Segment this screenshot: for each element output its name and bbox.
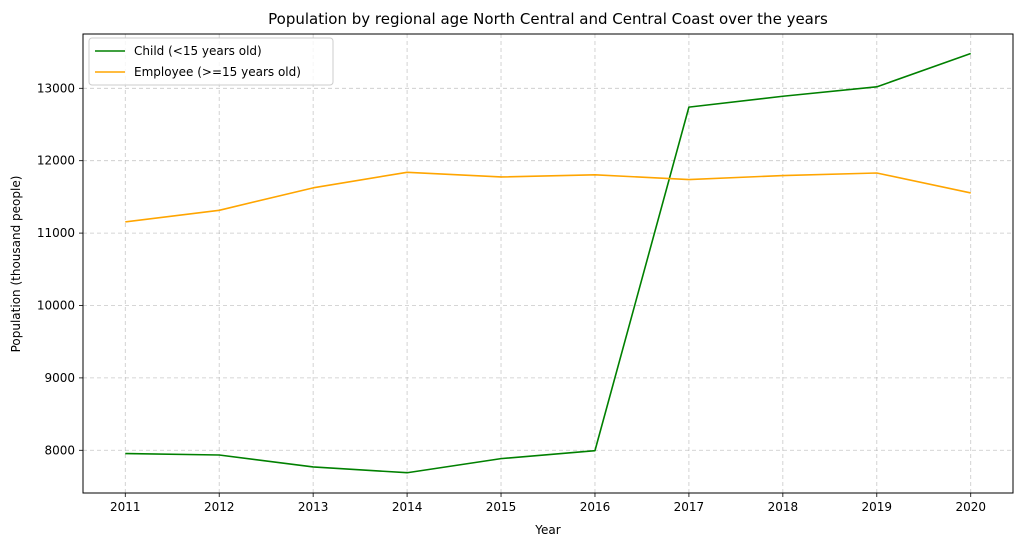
x-axis-ticks: 2011 2012 2013 2014 2015 2016 2017 2018 2019 2020 [110,493,986,514]
series-line-child [125,52,971,474]
x-tick-label: 2018 [768,500,799,514]
x-tick-label: 2015 [486,500,517,514]
x-axis-label: Year [534,523,560,537]
legend-box [88,37,334,86]
y-axis-label: Population (thousand people) [9,176,23,353]
plot-frame [82,33,1014,494]
series-lines [125,52,971,474]
grid [83,34,1013,493]
y-tick-label: 8000 [44,443,75,457]
chart-title: Population by regional age North Central… [268,10,828,28]
legend-label: Employee (>=15 years old) [134,65,301,79]
y-tick-label: 13000 [37,81,75,95]
x-tick-label: 2016 [580,500,611,514]
x-tick-label: 2017 [674,500,705,514]
x-tick-label: 2011 [110,500,141,514]
y-tick-label: 12000 [37,154,75,168]
legend: Child (<15 years old) Employee (>=15 year… [88,37,334,86]
x-tick-label: 2020 [955,500,986,514]
y-tick-label: 11000 [37,226,75,240]
y-tick-label: 10000 [37,298,75,312]
x-tick-label: 2014 [392,500,423,514]
x-tick-label: 2019 [862,500,893,514]
y-tick-label: 9000 [44,371,75,385]
legend-label: Child (<15 years old) [134,44,262,58]
y-axis-ticks: 8000 9000 10000 11000 12000 13000 [37,81,83,457]
series-line-employee [125,171,971,223]
x-tick-label: 2012 [204,500,235,514]
x-tick-label: 2013 [298,500,329,514]
